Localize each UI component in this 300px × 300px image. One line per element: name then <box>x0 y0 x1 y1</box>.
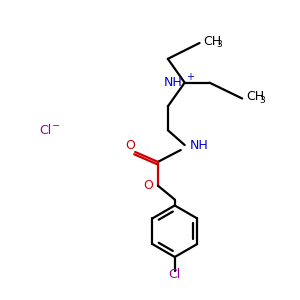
Text: Cl: Cl <box>169 268 181 281</box>
Text: CH: CH <box>246 90 264 103</box>
Text: O: O <box>125 139 135 152</box>
Text: 3: 3 <box>216 40 222 50</box>
Text: NH: NH <box>190 139 208 152</box>
Text: −: − <box>52 121 60 131</box>
Text: CH: CH <box>203 34 222 47</box>
Text: Cl: Cl <box>39 124 51 137</box>
Text: 3: 3 <box>259 96 265 105</box>
Text: NH: NH <box>164 76 183 89</box>
Text: +: + <box>186 72 194 82</box>
Text: O: O <box>143 179 153 192</box>
